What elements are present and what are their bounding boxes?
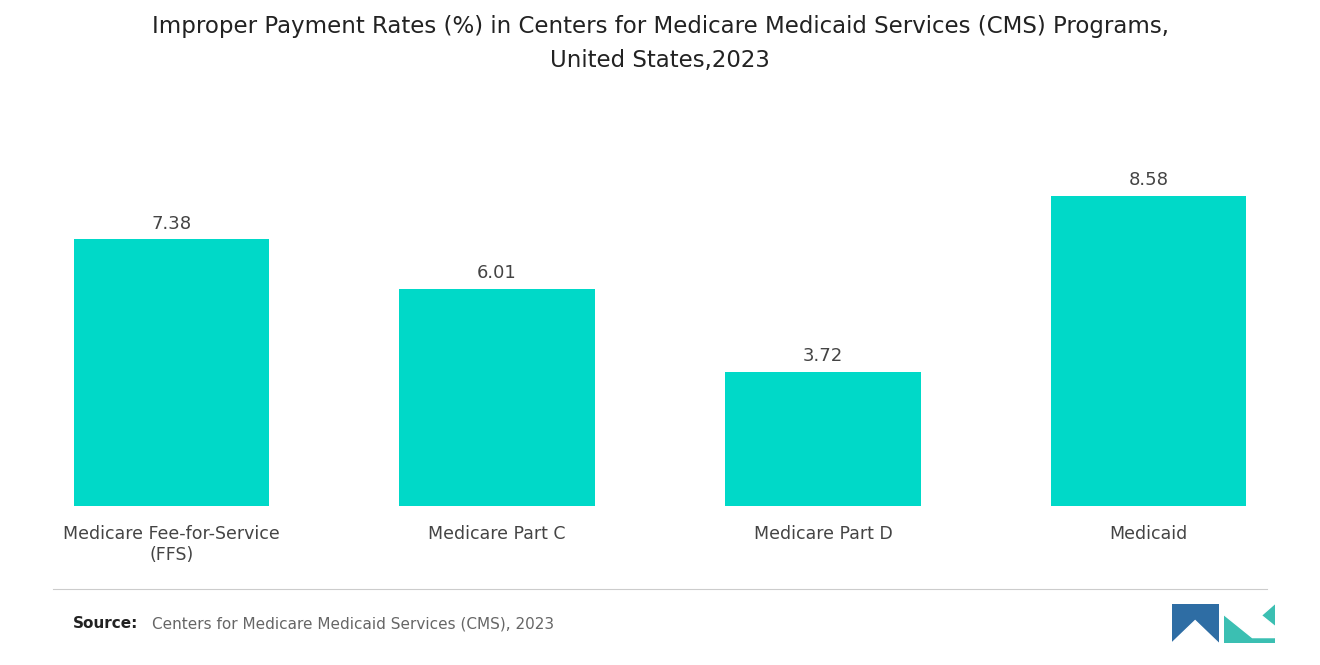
Bar <box>74 239 269 506</box>
Polygon shape <box>1225 604 1275 638</box>
Text: Centers for Medicare Medicaid Services (CMS), 2023: Centers for Medicare Medicaid Services (… <box>152 616 554 632</box>
Text: Source:: Source: <box>73 616 139 632</box>
Bar <box>400 289 595 506</box>
Bar <box>1051 196 1246 506</box>
Bar <box>725 372 920 506</box>
Polygon shape <box>1172 620 1218 643</box>
FancyBboxPatch shape <box>1172 604 1218 643</box>
FancyBboxPatch shape <box>1225 604 1275 643</box>
Text: 3.72: 3.72 <box>803 347 843 365</box>
Text: 8.58: 8.58 <box>1129 172 1168 190</box>
Title: Improper Payment Rates (%) in Centers for Medicare Medicaid Services (CMS) Progr: Improper Payment Rates (%) in Centers fo… <box>152 15 1168 72</box>
Text: 7.38: 7.38 <box>152 215 191 233</box>
Polygon shape <box>1225 604 1275 626</box>
Text: 6.01: 6.01 <box>478 264 517 283</box>
